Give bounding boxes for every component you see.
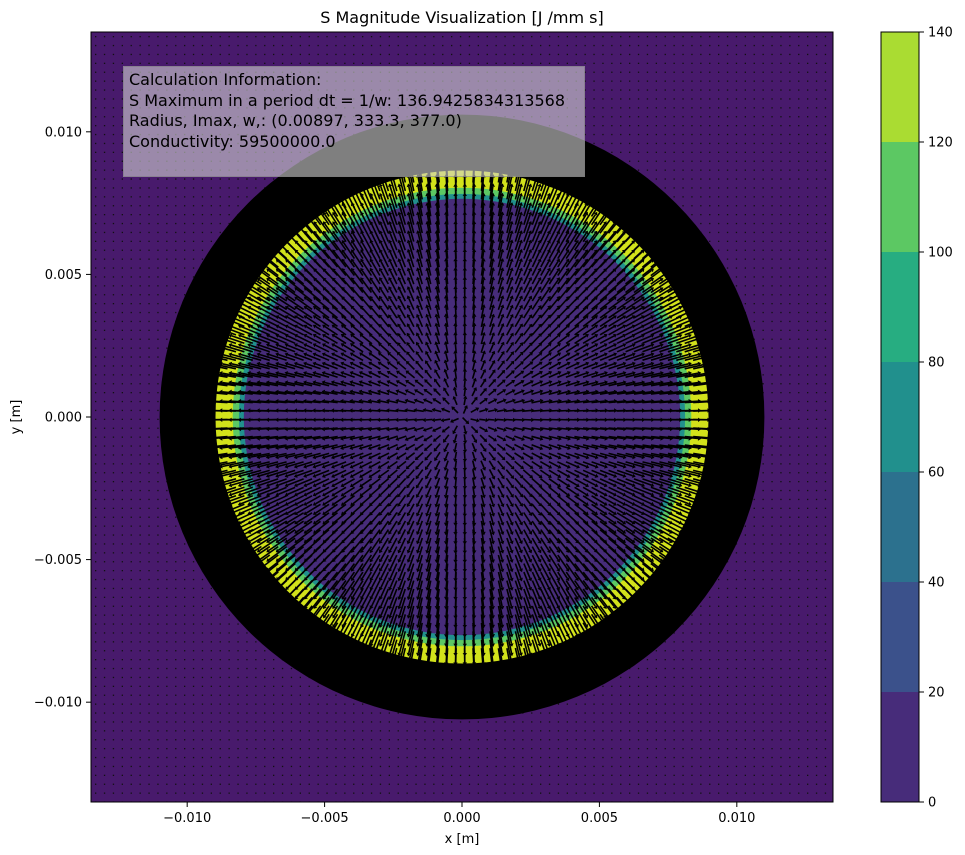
x-tick-label: 0.000: [443, 811, 480, 826]
y-tick-label: −0.010: [34, 696, 82, 711]
x-tick-label: 0.010: [718, 811, 755, 826]
info-line-conductivity: Conductivity: 59500000.0: [129, 131, 336, 151]
colorbar-segment: [881, 252, 919, 362]
chart-title: S Magnitude Visualization [J /mm s]: [320, 8, 604, 27]
y-axis: −0.010 −0.005 0.000 0.005 0.010: [34, 125, 91, 711]
colorbar-tick-label: 80: [928, 356, 945, 371]
x-tick-label: −0.005: [301, 811, 349, 826]
calculation-info-box: Calculation Information: S Maximum in a …: [123, 66, 585, 177]
y-tick-label: 0.000: [45, 411, 82, 426]
y-tick-label: −0.005: [34, 553, 82, 568]
plot-area: [91, 32, 833, 802]
colorbar-tick-label: 40: [928, 576, 945, 591]
x-axis-label: x [m]: [445, 832, 480, 847]
colorbar-segment: [881, 142, 919, 252]
colorbar-segment: [881, 582, 919, 692]
colorbar-segment: [881, 32, 919, 142]
colorbar-segment: [881, 362, 919, 472]
info-line-heading: Calculation Information:: [129, 70, 322, 89]
colorbar: 0 20 40 60 80 100 120 140: [880, 26, 953, 811]
info-line-radius: Radius, Imax, w,: (0.00897, 333.3, 377.0…: [129, 111, 462, 130]
y-axis-label: y [m]: [9, 400, 24, 435]
y-tick-label: 0.010: [45, 125, 82, 140]
colorbar-segment: [881, 692, 919, 802]
colorbar-tick-label: 60: [928, 466, 945, 481]
x-tick-label: 0.005: [581, 811, 618, 826]
info-line-s-maximum: S Maximum in a period dt = 1/w: 136.9425…: [129, 90, 566, 110]
colorbar-tick-label: 140: [928, 26, 953, 41]
colorbar-tick-label: 100: [928, 246, 953, 261]
x-tick-label: −0.010: [163, 811, 211, 826]
colorbar-tick-label: 20: [928, 686, 945, 701]
colorbar-segment: [881, 472, 919, 582]
colorbar-tick-label: 0: [928, 796, 936, 811]
colorbar-tick-label: 120: [928, 136, 953, 151]
x-axis: −0.010 −0.005 0.000 0.005 0.010: [163, 802, 755, 826]
y-tick-label: 0.005: [45, 268, 82, 283]
